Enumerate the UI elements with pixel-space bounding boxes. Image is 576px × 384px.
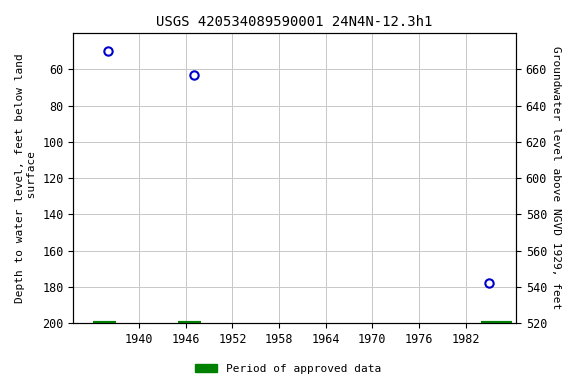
Y-axis label: Groundwater level above NGVD 1929, feet: Groundwater level above NGVD 1929, feet bbox=[551, 46, 561, 310]
Title: USGS 420534089590001 24N4N-12.3h1: USGS 420534089590001 24N4N-12.3h1 bbox=[157, 15, 433, 29]
Y-axis label: Depth to water level, feet below land
 surface: Depth to water level, feet below land su… bbox=[15, 53, 37, 303]
Legend: Period of approved data: Period of approved data bbox=[191, 359, 385, 379]
